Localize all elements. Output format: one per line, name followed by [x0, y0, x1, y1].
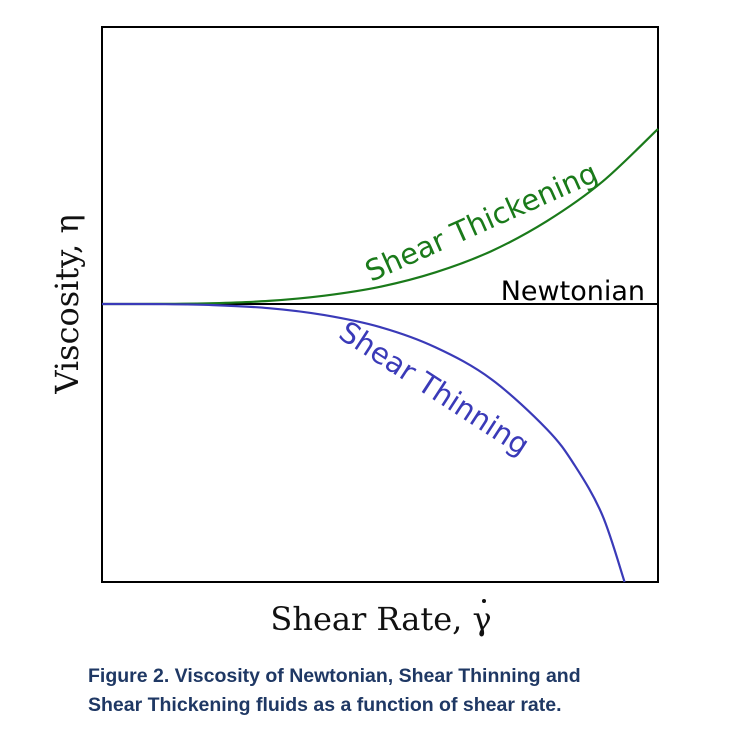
y-axis-title: Viscosity, η — [48, 214, 86, 394]
series-shear-thickening-line — [101, 128, 659, 306]
figure-caption: Figure 2. Viscosity of Newtonian, Shear … — [88, 662, 708, 720]
label-newtonian: Newtonian — [501, 276, 645, 307]
x-axis-title: Shear Rate, γ — [270, 600, 491, 638]
series-shear-thinning-line — [101, 302, 626, 583]
caption-line-1: Figure 2. Viscosity of Newtonian, Shear … — [88, 665, 581, 687]
gamma-dot — [482, 599, 486, 603]
label-shear-thickening: Shear Thickening — [360, 155, 603, 288]
caption-line-2: Shear Thickening fluids as a function of… — [88, 694, 562, 716]
label-shear-thinning: Shear Thinning — [333, 314, 535, 462]
